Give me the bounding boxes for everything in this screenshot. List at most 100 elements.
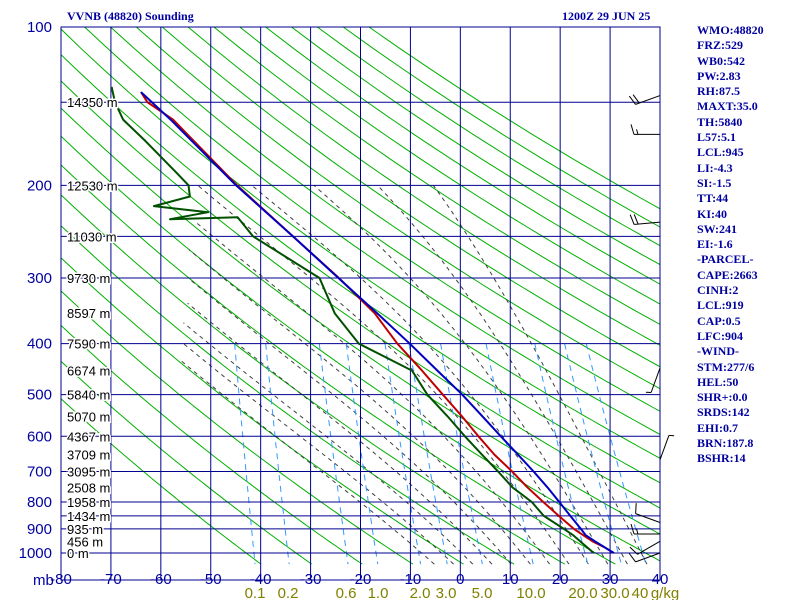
mixing-ratio-label: 40: [632, 585, 649, 600]
dry-adiabat: [61, 290, 414, 565]
pressure-tick-label: 800: [27, 494, 52, 511]
pressure-axis-unit: mb: [33, 572, 54, 589]
mixing-ratio-label: 5.0: [472, 585, 493, 600]
mixing-ratio-line: [485, 343, 534, 565]
dry-adiabat: [161, 27, 660, 368]
stat-line: CAP:0.5: [697, 313, 741, 328]
mixing-ratio-label: 0.6: [336, 585, 357, 600]
stat-line: LCL:919: [697, 298, 744, 313]
pressure-tick-label: 1000: [19, 545, 52, 562]
stat-line: SRDS:142: [697, 405, 750, 420]
dry-adiabat: [61, 28, 660, 459]
dry-adiabat: [187, 27, 660, 346]
moist-adiabat: [183, 343, 454, 565]
stat-line: BSHR:14: [697, 451, 746, 466]
stat-line: BRN:187.8: [697, 436, 754, 451]
grid: [60, 26, 661, 581]
wind-barb: [629, 214, 661, 225]
parcel-line: [140, 91, 615, 554]
wind-barb-shaft: [634, 221, 661, 225]
temperature-tick-label: -60: [150, 571, 172, 588]
height-label: 14350 m: [67, 95, 118, 110]
wind-barb-feather: [630, 523, 635, 535]
dry-adiabat: [61, 80, 660, 509]
moist-adiabat: [432, 185, 648, 565]
stat-line: MAXT:35.0: [697, 99, 758, 114]
mixing-ratio-line: [345, 343, 379, 565]
height-label: 6674 m: [67, 364, 110, 379]
stat-line: CINH:2: [697, 283, 739, 298]
dry-adiabat: [291, 27, 660, 266]
wind-barb-feather: [633, 214, 639, 225]
wind-barb: [645, 367, 661, 393]
dry-adiabat: [61, 53, 660, 484]
height-label: 8597 m: [67, 306, 110, 321]
height-label: 12530 m: [67, 178, 118, 193]
stat-line: -PARCEL-: [697, 252, 754, 267]
pressure-tick-label: 100: [27, 19, 52, 36]
pressure-tick-label: 600: [27, 428, 52, 445]
wind-barb-feather: [635, 503, 637, 514]
dry-adiabat: [61, 194, 566, 565]
temperature-tick-label: 40: [652, 571, 669, 588]
height-label: 1958 m: [67, 495, 110, 510]
wind-barb-feather: [628, 95, 636, 105]
wind-barb: [630, 523, 661, 535]
height-label: 3095 m: [67, 465, 110, 480]
pressure-tick-label: 900: [27, 521, 52, 538]
wind-barb-shaft: [650, 367, 661, 393]
dry-adiabat: [265, 27, 660, 285]
stat-line: TT:44: [697, 191, 729, 206]
height-label: 7590 m: [67, 337, 110, 352]
dry-adiabat: [213, 27, 660, 326]
dry-adiabats: [61, 27, 660, 565]
temperature-tick-label: -50: [200, 571, 222, 588]
stats-panel: WMO:48820 FRZ:529 WB0:542 PW:2.83 RH:87.5 MAX…: [697, 23, 800, 467]
moist-adiabat: [195, 221, 550, 565]
stat-line: LI:-4.3: [697, 160, 733, 175]
height-label: 3709 m: [67, 448, 110, 463]
temperature-tick-label: -10: [400, 571, 422, 588]
mixing-ratio-label: 10.0: [516, 585, 545, 600]
dewpoint-line: [110, 86, 595, 554]
wind-barb-half-feather: [636, 528, 639, 535]
wind-barb-shaft: [635, 95, 661, 105]
wind-barb-shaft: [659, 435, 670, 460]
height-label: 11030 m: [67, 229, 117, 244]
temperature-tick-label: 0: [456, 571, 464, 588]
temperature-tick-label: 20: [552, 571, 569, 588]
mixing-ratio-line: [318, 343, 349, 565]
dry-adiabat: [61, 324, 363, 565]
mixing-ratio-label: 2.0: [410, 585, 431, 600]
stat-line: L57:5.1: [697, 130, 736, 145]
station-title: VVNB (48820) Sounding: [67, 9, 194, 23]
height-label: 2508 m: [67, 480, 110, 495]
mixing-ratio-line: [265, 343, 290, 565]
mixing-ratio-label: 0.1: [245, 585, 266, 600]
mixing-ratio-line: [384, 343, 422, 565]
sounding-time: 1200Z 29 JUN 25: [562, 9, 651, 23]
temperature-tick-label: 30: [602, 571, 619, 588]
mixing-ratio-label: 20.0: [568, 585, 597, 600]
mixing-ratio-lines: [234, 343, 647, 565]
moist-adiabat: [377, 184, 628, 565]
pressure-tick-label: 200: [27, 177, 52, 194]
moist-adiabat: [187, 302, 493, 565]
stat-line: EI:-1.6: [697, 237, 733, 252]
wind-barb-shaft: [635, 513, 661, 523]
mixing-ratio-label: 30.0: [600, 585, 629, 600]
stat-line: KI:40: [697, 206, 727, 221]
stat-line: SW:241: [697, 221, 738, 236]
pressure-tick-label: 500: [27, 387, 52, 404]
dry-adiabat: [135, 27, 660, 390]
dry-adiabat: [61, 225, 515, 565]
dry-adiabat: [61, 164, 616, 565]
height-label: 4367 m: [67, 429, 110, 444]
temperature-tick-label: -30: [300, 571, 322, 588]
height-label: 9730 m: [67, 271, 110, 286]
moist-adiabat: [187, 277, 512, 565]
dry-adiabat: [61, 135, 660, 562]
stat-line: STM:277/6: [697, 359, 755, 374]
stat-line: WMO:48820: [697, 23, 764, 37]
